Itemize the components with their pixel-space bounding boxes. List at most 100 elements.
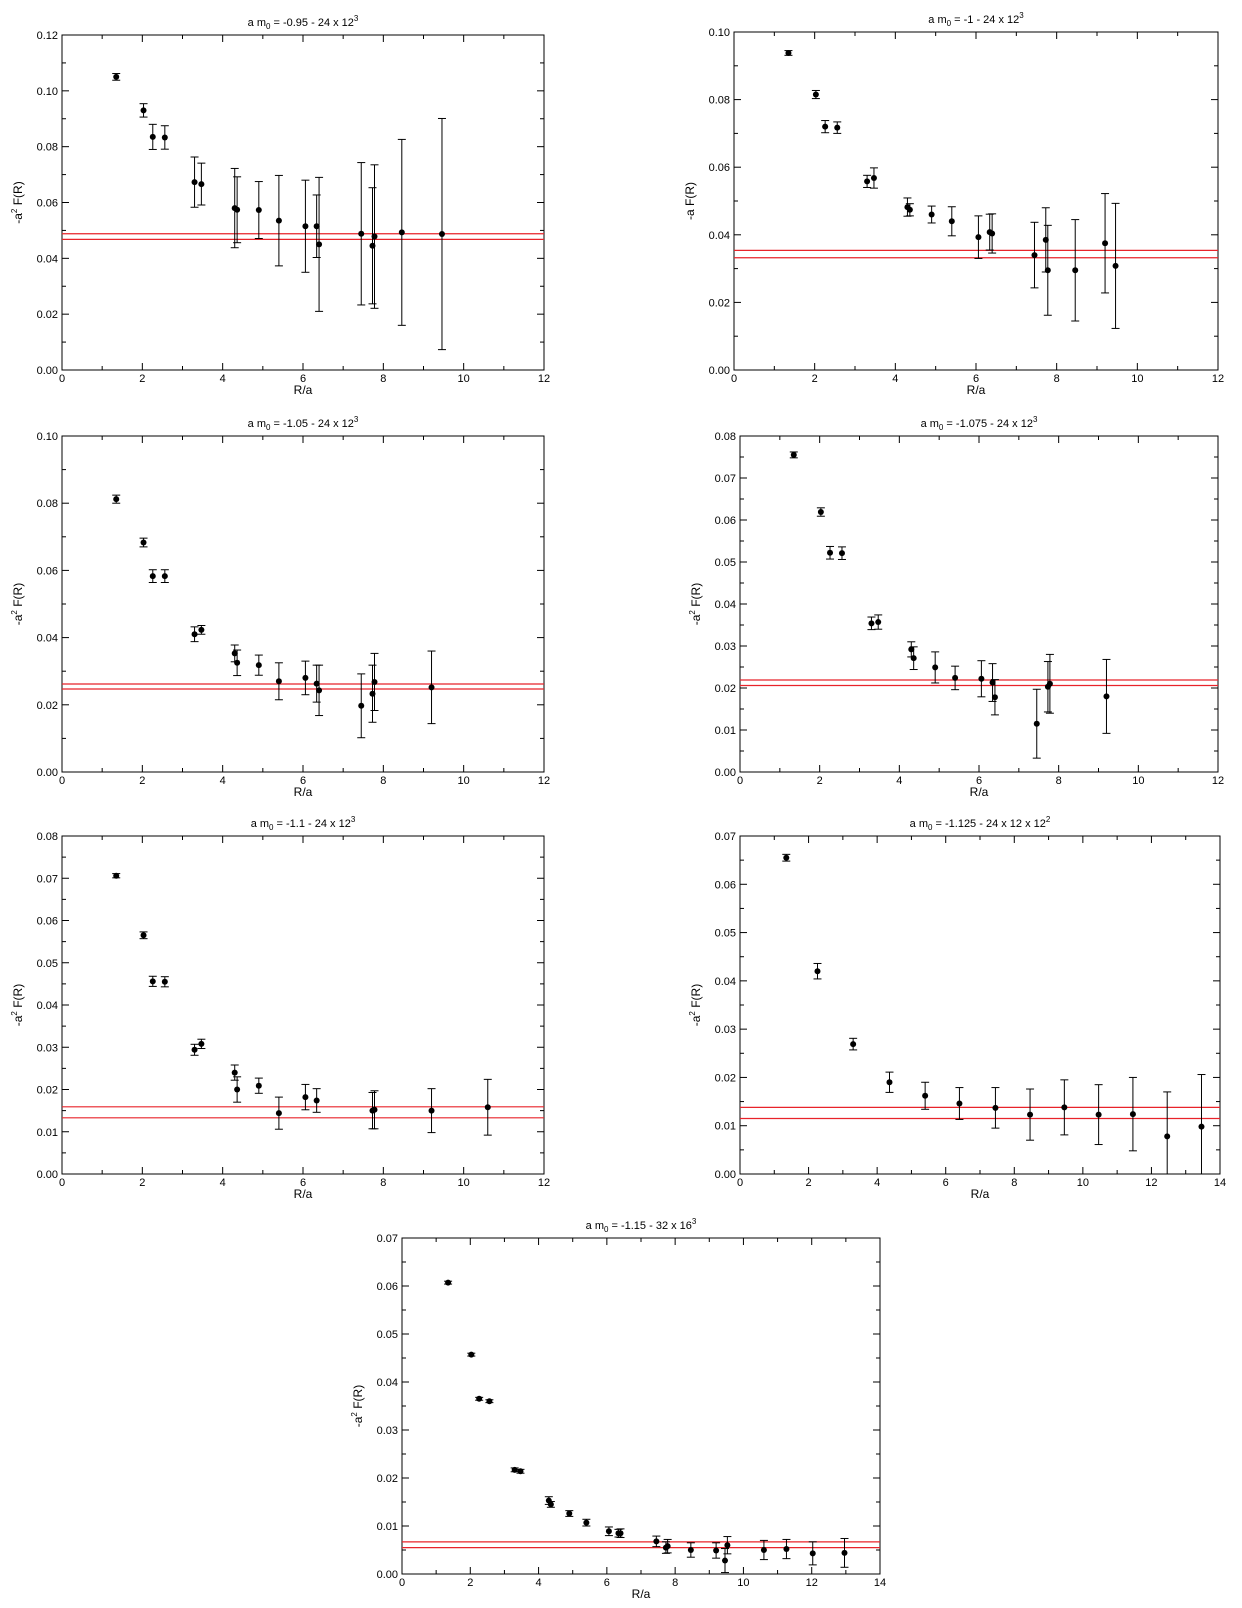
y-tick-label: 0.07 [715,831,736,843]
data-point [437,117,446,351]
x-tick-label: 0 [399,1577,405,1589]
point-marker [992,1104,999,1111]
plot-frame [61,435,545,773]
point-marker [864,178,871,185]
point-marker [234,1086,241,1093]
point-marker [517,1468,524,1475]
y-axis-label: -a2 F(R) [688,583,703,625]
x-axis-label: R/a [967,383,986,397]
y-tick-label: 0.04 [37,633,58,645]
point-marker [149,573,156,580]
data-point [988,213,997,254]
y-tick-label: 0.02 [715,1072,736,1084]
data-point [663,1538,672,1554]
x-tick-label: 12 [806,1577,818,1589]
data-point [357,673,366,739]
point-marker [486,1398,493,1405]
point-marker [113,872,120,879]
data-point [808,1541,817,1566]
x-tick-label: 6 [604,1577,610,1589]
point-marker [445,1279,452,1286]
point-marker [234,659,241,666]
point-marker [783,1546,790,1553]
x-tick-label: 14 [1214,1177,1226,1189]
x-tick-label: 8 [1054,373,1060,385]
x-tick-label: 12 [538,1177,550,1189]
y-tick-label: 0.07 [377,1233,398,1245]
point-marker [302,223,309,230]
y-tick-label: 0.07 [37,873,58,885]
x-tick-label: 2 [806,1177,812,1189]
point-marker [814,968,821,975]
data-point [510,1466,519,1473]
point-marker [1061,1104,1068,1111]
y-tick-label: 0.08 [709,95,730,107]
x-tick-label: 4 [220,373,226,385]
point-marker [316,687,323,694]
data-point [1045,653,1054,714]
point-marker [275,1110,282,1117]
x-tick-label: 0 [731,373,737,385]
chart-panel-2: 0 2 4 6 8 10 12 0.00 0.02 0.04 0.06 0.08 0.10 a m0 = … [683,11,1224,397]
x-tick-label: 14 [874,1577,886,1589]
point-marker [838,550,845,557]
x-tick-label: 2 [467,1577,473,1589]
y-tick-label: 0.08 [37,498,58,510]
point-marker [908,646,915,653]
x-tick-label: 2 [812,373,818,385]
data-point [816,507,825,517]
data-point [565,1510,574,1517]
y-tick-label: 0.03 [37,1042,58,1054]
data-point [357,162,366,306]
data-point [370,1090,379,1130]
point-marker [724,1542,731,1549]
data-point [784,49,793,56]
data-point [139,103,148,118]
point-marker [653,1538,660,1545]
data-point [254,1077,263,1094]
x-tick-label: 0 [59,373,65,385]
point-marker [783,854,790,861]
point-marker [932,664,939,671]
x-tick-label: 12 [538,775,550,787]
chart-panel-4: 0 2 4 6 8 10 12 0.00 0.01 0.02 0.03 0.04 0.05 0.06 0.0… [688,415,1224,799]
point-marker [790,451,797,458]
x-axis-label: R/a [970,785,989,799]
data-point [1101,193,1110,294]
data-point [148,123,157,150]
data-point [190,626,199,643]
y-tick-label: 0.04 [709,230,730,242]
point-marker [428,1107,435,1114]
y-tick-label: 0.06 [709,162,730,174]
x-tick-label: 0 [59,1177,65,1189]
plot-frame [61,34,545,371]
y-tick-label: 0.08 [715,431,736,443]
x-tick-label: 8 [1056,775,1062,787]
point-marker [989,679,996,686]
y-tick-label: 0.10 [709,27,730,39]
point-marker [928,211,935,218]
data-point [1163,1091,1172,1174]
x-tick-label: 10 [1077,1177,1089,1189]
x-tick-label: 6 [300,1177,306,1189]
data-point [1060,1079,1069,1136]
y-tick-label: 0.12 [37,30,58,42]
x-tick-label: 4 [874,1177,880,1189]
data-point [905,203,914,217]
point-marker [140,932,147,939]
x-tick-label: 10 [1131,373,1143,385]
y-tick-label: 0.02 [709,297,730,309]
point-marker [316,241,323,248]
point-marker [149,978,156,985]
point-marker [870,175,877,182]
data-point [849,1037,858,1051]
plot-frame [739,435,1219,773]
data-point [652,1535,661,1548]
data-point [947,206,956,237]
point-marker [1033,720,1040,727]
chart-panel-3: 0 2 4 6 8 10 12 0.00 0.02 0.04 0.06 0.08 0.10 a m0 = … [10,415,550,799]
point-marker [302,674,309,681]
data-point [759,1539,768,1561]
y-tick-label: 0.01 [715,1121,736,1133]
data-point [1111,202,1120,329]
